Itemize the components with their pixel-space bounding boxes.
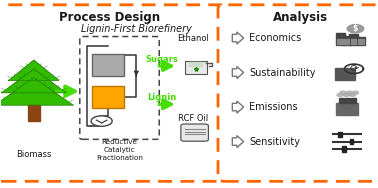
Text: Emissions: Emissions bbox=[249, 102, 298, 112]
FancyBboxPatch shape bbox=[80, 36, 159, 139]
FancyBboxPatch shape bbox=[92, 54, 124, 76]
Text: Lignin-First Biorefinery: Lignin-First Biorefinery bbox=[81, 24, 192, 34]
Text: Lignin: Lignin bbox=[147, 93, 177, 102]
Bar bbox=[338, 39, 344, 41]
Bar bbox=[351, 42, 356, 44]
Circle shape bbox=[347, 25, 364, 33]
Polygon shape bbox=[9, 60, 59, 80]
FancyBboxPatch shape bbox=[92, 86, 124, 108]
Bar bbox=[345, 98, 350, 103]
FancyBboxPatch shape bbox=[0, 5, 226, 181]
Bar bbox=[350, 139, 353, 144]
Circle shape bbox=[340, 91, 346, 94]
Bar bbox=[336, 33, 345, 45]
Text: Sugars: Sugars bbox=[146, 55, 178, 64]
Bar bbox=[357, 37, 365, 45]
FancyBboxPatch shape bbox=[218, 5, 378, 181]
FancyArrow shape bbox=[232, 101, 243, 113]
Text: RCF Oil: RCF Oil bbox=[178, 114, 208, 123]
Circle shape bbox=[349, 93, 355, 96]
FancyBboxPatch shape bbox=[181, 124, 208, 141]
Text: ⟳: ⟳ bbox=[350, 64, 359, 74]
Bar bbox=[335, 68, 355, 80]
Bar bbox=[338, 132, 342, 137]
Bar bbox=[351, 39, 356, 41]
Text: $: $ bbox=[353, 24, 358, 33]
Text: Reductive
Catalytic
Fractionation: Reductive Catalytic Fractionation bbox=[96, 139, 143, 161]
Bar bbox=[28, 105, 40, 121]
Circle shape bbox=[346, 91, 352, 94]
FancyArrow shape bbox=[232, 32, 243, 44]
Polygon shape bbox=[2, 69, 66, 93]
FancyArrow shape bbox=[232, 136, 243, 148]
Text: Biomass: Biomass bbox=[16, 150, 51, 159]
Bar bbox=[339, 98, 344, 103]
Bar bbox=[336, 103, 358, 114]
Bar bbox=[343, 36, 351, 45]
Bar bbox=[349, 34, 358, 45]
Circle shape bbox=[343, 93, 349, 96]
Bar bbox=[351, 98, 356, 103]
Circle shape bbox=[91, 116, 112, 126]
Bar bbox=[358, 42, 364, 44]
Text: Sustainability: Sustainability bbox=[249, 67, 316, 77]
FancyArrow shape bbox=[232, 67, 243, 79]
Bar bbox=[344, 39, 349, 41]
Text: Economics: Economics bbox=[249, 33, 302, 43]
Circle shape bbox=[352, 91, 358, 94]
Text: Process Design: Process Design bbox=[59, 11, 161, 24]
Bar bbox=[342, 146, 346, 152]
Bar bbox=[189, 62, 202, 66]
Text: Analysis: Analysis bbox=[273, 11, 328, 24]
Bar bbox=[344, 42, 349, 44]
Text: Sensitivity: Sensitivity bbox=[249, 137, 300, 147]
FancyBboxPatch shape bbox=[185, 61, 206, 74]
Text: Ethanol: Ethanol bbox=[177, 33, 209, 42]
Polygon shape bbox=[0, 78, 73, 105]
Bar bbox=[358, 39, 364, 41]
Bar bbox=[338, 42, 344, 44]
Circle shape bbox=[337, 93, 343, 96]
